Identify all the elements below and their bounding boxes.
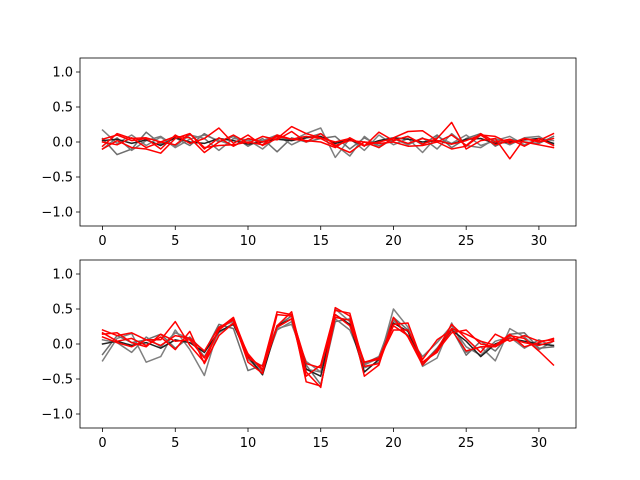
- series-line-6: [101, 309, 555, 377]
- x-tick-label: 15: [312, 234, 329, 249]
- top-subplot: 0 5 10 15 20 25 30 −1.0 −0.5 0.0 0.5 1.0: [41, 57, 577, 249]
- series-line-5: [101, 306, 555, 389]
- series-group: [101, 306, 555, 389]
- y-tick-label: −0.5: [41, 373, 73, 388]
- x-tick-label: 5: [171, 436, 179, 451]
- x-tick-label: 30: [531, 234, 548, 249]
- series-line-7: [101, 132, 555, 154]
- x-tick-label: 0: [98, 436, 106, 451]
- y-tick-label: 0.5: [52, 101, 73, 116]
- y-tick-label: −1.0: [41, 206, 73, 221]
- x-tick-label: 10: [240, 234, 257, 249]
- y-tick-label: −1.0: [41, 408, 73, 423]
- x-tick-label: 0: [98, 234, 106, 249]
- x-tick-label: 30: [531, 436, 548, 451]
- y-tick-label: 1.0: [52, 66, 73, 81]
- y-tick-label: 1.0: [52, 268, 73, 283]
- series-group: [101, 121, 555, 160]
- y-tick-label: 0.0: [52, 338, 73, 353]
- x-tick-label: 15: [312, 436, 329, 451]
- y-tick-label: 0.0: [52, 136, 73, 151]
- x-tick-label: 20: [385, 234, 402, 249]
- series-line-4: [101, 311, 555, 387]
- x-tick-label: 10: [240, 436, 257, 451]
- x-tick-label: 20: [385, 436, 402, 451]
- y-tick-label: −0.5: [41, 171, 73, 186]
- y-tick-label: 0.5: [52, 303, 73, 318]
- x-tick-label: 5: [171, 234, 179, 249]
- x-tick-label: 25: [458, 436, 475, 451]
- bottom-subplot: 0 5 10 15 20 25 30 −1.0 −0.5 0.0 0.5 1.0: [41, 259, 577, 451]
- x-tick-label: 25: [458, 234, 475, 249]
- series-line-7: [101, 313, 555, 375]
- series-line-6: [101, 132, 555, 150]
